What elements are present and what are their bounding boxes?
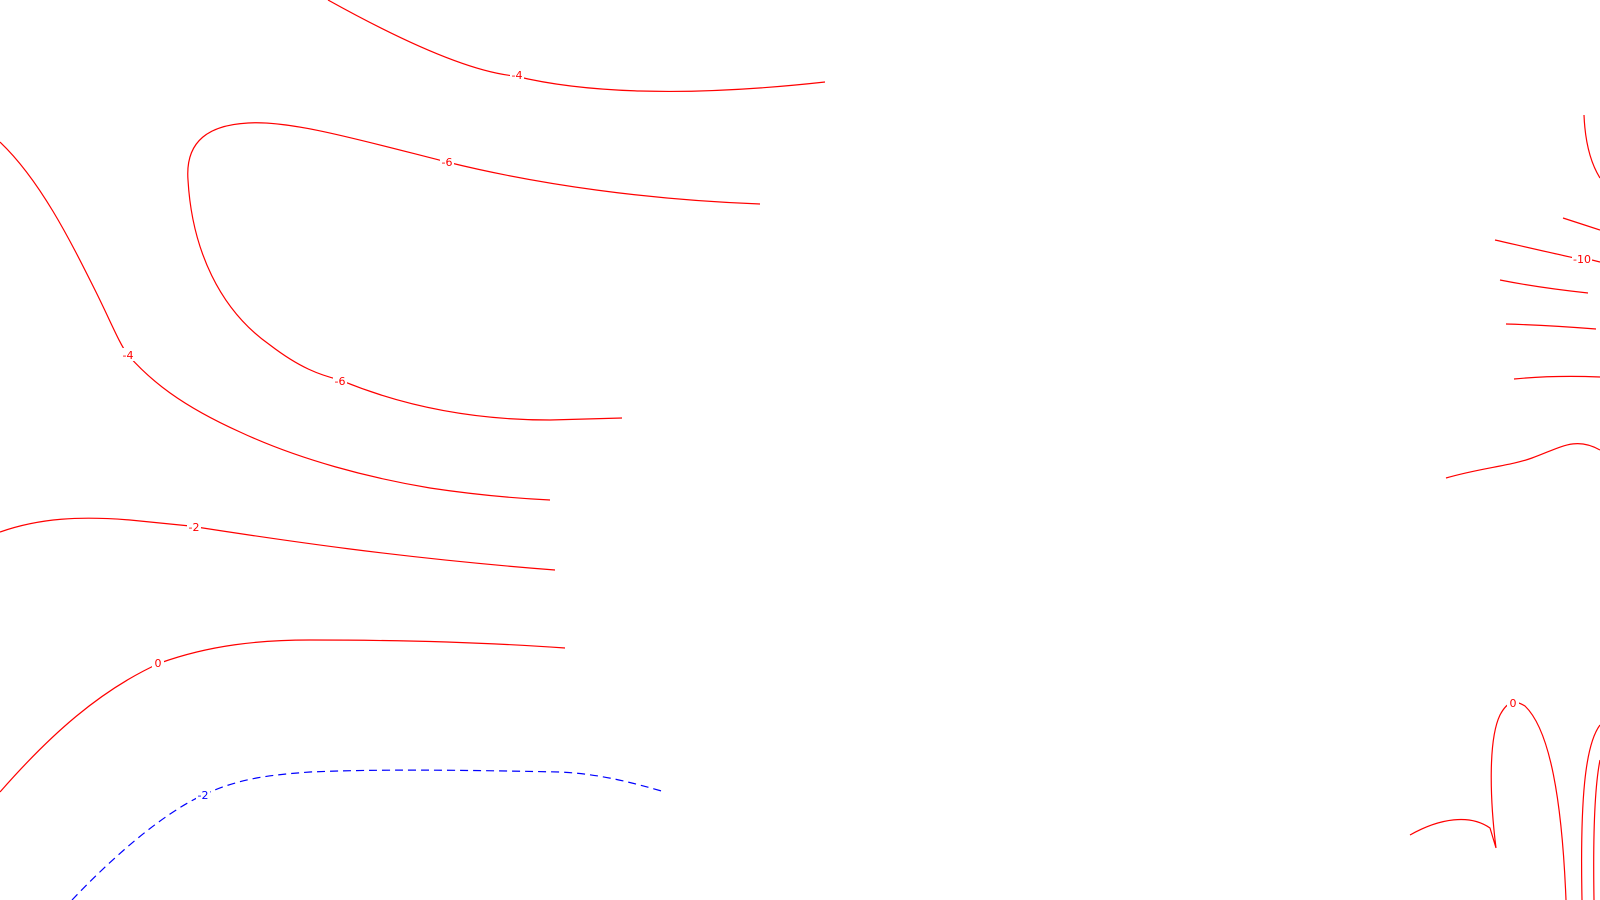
svg-text:-4: -4 (123, 349, 134, 362)
contour-line-right-g (1580, 724, 1600, 900)
contour-line-right-f (1445, 443, 1600, 479)
contour-line-right-d (1505, 323, 1597, 330)
contour-line-right-minus10 (1494, 239, 1576, 259)
contour-label-left-minus4: -4 (121, 348, 135, 362)
svg-text:-6: -6 (442, 156, 453, 169)
contour-line-right-h (1593, 759, 1600, 900)
svg-text:-4: -4 (512, 69, 523, 82)
svg-text:0: 0 (155, 657, 162, 670)
contour-label-blue-minus2: -2 (196, 788, 210, 802)
contour-line-top-minus4 (327, 0, 826, 92)
contour-line-right-b (1562, 217, 1600, 231)
svg-text:0: 0 (1510, 697, 1517, 710)
contour-line-blue-minus2 (71, 769, 666, 900)
contour-label-upper-minus6: -6 (440, 155, 454, 169)
contour-line-left-minus2 (0, 517, 556, 571)
contour-label-top-minus4: -4 (510, 68, 524, 82)
contour-line-right-c (1499, 279, 1589, 294)
svg-text:-2: -2 (189, 521, 200, 534)
contour-line-left-minus4 (0, 141, 551, 501)
contour-label-right-minus10: -10 (1572, 252, 1592, 266)
contour-line-right-a (1583, 114, 1600, 179)
svg-text:-2: -2 (198, 789, 209, 802)
contour-line-left-zero (0, 639, 566, 793)
contour-line-upper-minus6 (187, 122, 761, 421)
contour-line-right-e (1513, 375, 1600, 380)
contour-label-left-minus2: -2 (187, 520, 201, 534)
contour-label-mid-minus6: -6 (333, 374, 347, 388)
contour-line-right-zero (1409, 701, 1567, 900)
contour-line-right-minus10-tail (1591, 259, 1600, 263)
svg-text:-6: -6 (335, 375, 346, 388)
svg-text:-10: -10 (1573, 253, 1591, 266)
contour-label-left-zero: 0 (152, 656, 164, 670)
contour-label-right-zero: 0 (1507, 696, 1519, 710)
